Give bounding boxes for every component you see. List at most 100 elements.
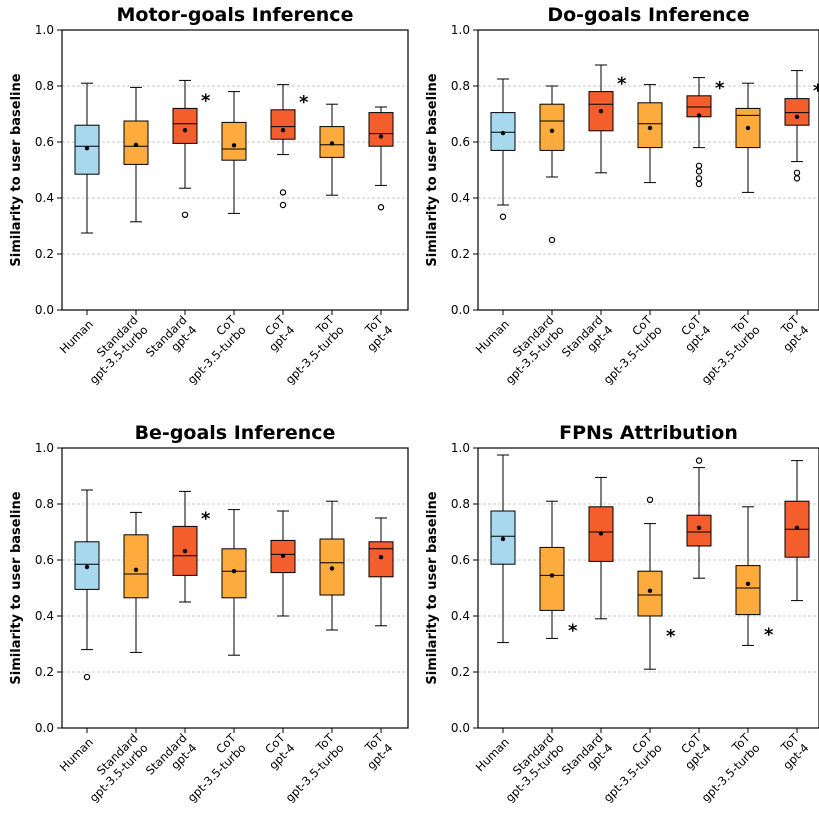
mean-marker bbox=[598, 109, 604, 114]
mean-marker bbox=[378, 555, 384, 560]
x-tick-label: ToTgpt-4 bbox=[354, 312, 396, 354]
mean-marker bbox=[231, 143, 237, 148]
box-iqr bbox=[123, 534, 149, 599]
significance-star: * bbox=[201, 90, 211, 111]
y-tick-label: 0.0 bbox=[451, 721, 470, 735]
x-tick-label-line: Human bbox=[57, 317, 96, 356]
y-tick-label: 1.0 bbox=[451, 23, 470, 37]
x-tick-label-line: Human bbox=[473, 735, 512, 774]
box-gpt4: * bbox=[588, 64, 627, 174]
mean-marker bbox=[231, 569, 237, 574]
y-tick-label: 0.0 bbox=[35, 303, 54, 317]
mean-marker bbox=[84, 145, 90, 151]
x-tick-label: Human bbox=[473, 735, 512, 774]
x-tick-label: Human bbox=[57, 735, 96, 774]
outlier-point bbox=[646, 496, 654, 503]
box-human bbox=[74, 489, 100, 681]
significance-star: * bbox=[568, 620, 578, 641]
mean-marker bbox=[794, 114, 800, 120]
mean-marker bbox=[598, 531, 604, 536]
significance-star: * bbox=[666, 626, 676, 647]
outlier-point bbox=[695, 457, 703, 464]
mean-marker bbox=[647, 588, 653, 593]
box-gpt4: * bbox=[784, 70, 819, 182]
panel-do-goals: Do-goals Inference Similarity to user ba… bbox=[425, 4, 819, 387]
y-tick-label: 0.2 bbox=[451, 247, 470, 261]
x-tick-label: Standardgpt-4 bbox=[143, 313, 200, 370]
box-gpt35 bbox=[123, 86, 149, 223]
significance-star: * bbox=[715, 78, 725, 99]
box-gpt35: * bbox=[735, 506, 774, 646]
box-gpt4: * bbox=[172, 490, 211, 603]
chart-title: FPNs Attribution bbox=[559, 422, 738, 444]
x-tick-label: CoTgpt-4 bbox=[256, 312, 298, 354]
box-human bbox=[490, 78, 516, 220]
y-axis-label: Similarity to user baseline bbox=[425, 73, 440, 266]
box-iqr bbox=[637, 570, 663, 617]
y-tick-label: 0.0 bbox=[35, 721, 54, 735]
outlier-point bbox=[793, 175, 801, 182]
mean-marker bbox=[794, 525, 800, 530]
outlier-point bbox=[279, 201, 287, 209]
panel-be-goals: Be-goals Inference Similarity to user ba… bbox=[9, 422, 409, 805]
y-tick-label: 0.4 bbox=[35, 609, 54, 623]
plot-frame bbox=[61, 29, 409, 311]
box-iqr bbox=[539, 103, 565, 151]
box-iqr bbox=[735, 565, 761, 616]
y-tick-label: 0.6 bbox=[35, 135, 54, 149]
y-tick-label: 1.0 bbox=[35, 23, 54, 37]
significance-star: * bbox=[813, 81, 819, 102]
mean-marker bbox=[549, 573, 555, 578]
box-iqr bbox=[368, 112, 394, 147]
box-gpt35 bbox=[735, 82, 761, 193]
y-tick-label: 0.4 bbox=[451, 191, 470, 205]
box-gpt35 bbox=[539, 85, 565, 244]
box-gpt4: * bbox=[270, 84, 309, 209]
significance-star: * bbox=[299, 92, 309, 113]
box-gpt35 bbox=[637, 84, 663, 184]
y-tick-label: 0.2 bbox=[451, 665, 470, 679]
mean-marker bbox=[84, 564, 90, 570]
box-gpt4 bbox=[270, 510, 296, 617]
mean-marker bbox=[133, 142, 139, 147]
box-iqr bbox=[172, 107, 198, 144]
x-tick-label-line: Human bbox=[473, 317, 512, 356]
y-axis-label: Similarity to user baseline bbox=[9, 491, 24, 684]
box-gpt35: * bbox=[539, 500, 578, 641]
panel-fpns-attribution: FPNs Attribution Similarity to user base… bbox=[425, 422, 819, 805]
y-tick-label: 0.2 bbox=[35, 247, 54, 261]
mean-marker bbox=[378, 134, 384, 139]
mean-marker bbox=[280, 128, 286, 133]
plot-frame bbox=[477, 29, 819, 311]
y-tick-label: 0.8 bbox=[35, 497, 54, 511]
y-axis-label: Similarity to user baseline bbox=[425, 491, 440, 684]
outlier-point bbox=[181, 211, 189, 218]
mean-marker bbox=[182, 128, 188, 133]
y-tick-label: 0.4 bbox=[451, 609, 470, 623]
mean-marker bbox=[696, 525, 702, 530]
x-tick-label: ToTgpt-4 bbox=[770, 730, 812, 772]
box-iqr bbox=[784, 98, 810, 126]
mean-marker bbox=[745, 125, 751, 131]
box-gpt4: * bbox=[686, 77, 725, 188]
box-iqr bbox=[74, 541, 100, 590]
box-gpt35 bbox=[221, 509, 247, 656]
box-iqr bbox=[270, 109, 296, 140]
box-human bbox=[74, 82, 100, 234]
mean-marker bbox=[133, 567, 139, 572]
box-iqr bbox=[686, 514, 712, 547]
box-gpt4: * bbox=[172, 79, 211, 218]
significance-star: * bbox=[201, 508, 211, 529]
box-gpt4 bbox=[368, 517, 394, 627]
y-tick-label: 0.0 bbox=[451, 303, 470, 317]
y-tick-label: 0.6 bbox=[451, 135, 470, 149]
y-tick-label: 0.2 bbox=[35, 665, 54, 679]
y-axis-label: Similarity to user baseline bbox=[9, 73, 24, 266]
box-gpt35 bbox=[221, 91, 247, 214]
box-gpt35 bbox=[123, 511, 149, 653]
y-tick-label: 0.4 bbox=[35, 191, 54, 205]
significance-star: * bbox=[617, 74, 627, 95]
significance-star: * bbox=[764, 625, 774, 646]
box-iqr bbox=[539, 546, 565, 611]
